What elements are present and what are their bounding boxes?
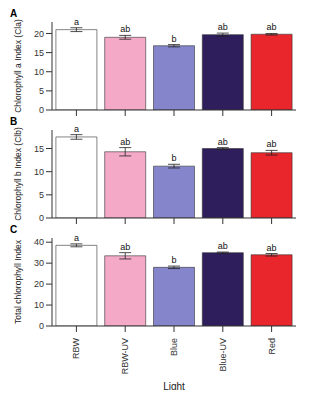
html-text:C: C [10,224,18,235]
svg-text:a: a [74,233,79,243]
svg-text:ab: ab [120,24,130,34]
svg-text:a: a [74,124,79,134]
svg-text:5: 5 [39,190,44,200]
svg-text:ab: ab [267,243,277,253]
svg-text:Chlorophyll a Index (Cla): Chlorophyll a Index (Cla) [13,19,23,113]
svg-text:ab: ab [267,139,277,149]
svg-text:a: a [74,17,79,27]
svg-text:ab: ab [120,242,130,252]
svg-text:10: 10 [34,67,44,77]
svg-text:Light: Light [163,381,185,390]
svg-text:30: 30 [34,258,44,268]
svg-text:Red: Red [267,338,277,355]
svg-text:ab: ab [218,137,228,147]
html-text:A: A [10,8,18,19]
svg-text:10: 10 [34,300,44,310]
svg-text:Blue-UV: Blue-UV [218,338,228,372]
svg-text:b: b [171,153,176,163]
svg-text:15: 15 [34,144,44,154]
svg-text:5: 5 [39,86,44,96]
svg-text:15: 15 [34,48,44,58]
html-text:B: B [10,116,18,127]
svg-text:ab: ab [218,22,228,32]
svg-text:0: 0 [39,105,44,115]
svg-text:ab: ab [267,22,277,32]
svg-text:0: 0 [39,321,44,331]
svg-text:ab: ab [218,241,228,251]
svg-text:0: 0 [39,213,44,223]
svg-text:b: b [171,255,176,265]
svg-text:Total chlorophyll Index: Total chlorophyll Index [13,239,23,324]
svg-text:20: 20 [34,29,44,39]
svg-text:Blue: Blue [169,338,179,356]
svg-text:10: 10 [34,167,44,177]
svg-text:40: 40 [34,237,44,247]
svg-text:ab: ab [120,137,130,147]
svg-text:RBW-UV: RBW-UV [120,338,130,374]
svg-text:20: 20 [34,279,44,289]
svg-text:b: b [171,34,176,44]
svg-text:Chlorophyll b Index (Clb): Chlorophyll b Index (Clb) [13,127,23,221]
svg-text:RBW: RBW [71,337,81,359]
